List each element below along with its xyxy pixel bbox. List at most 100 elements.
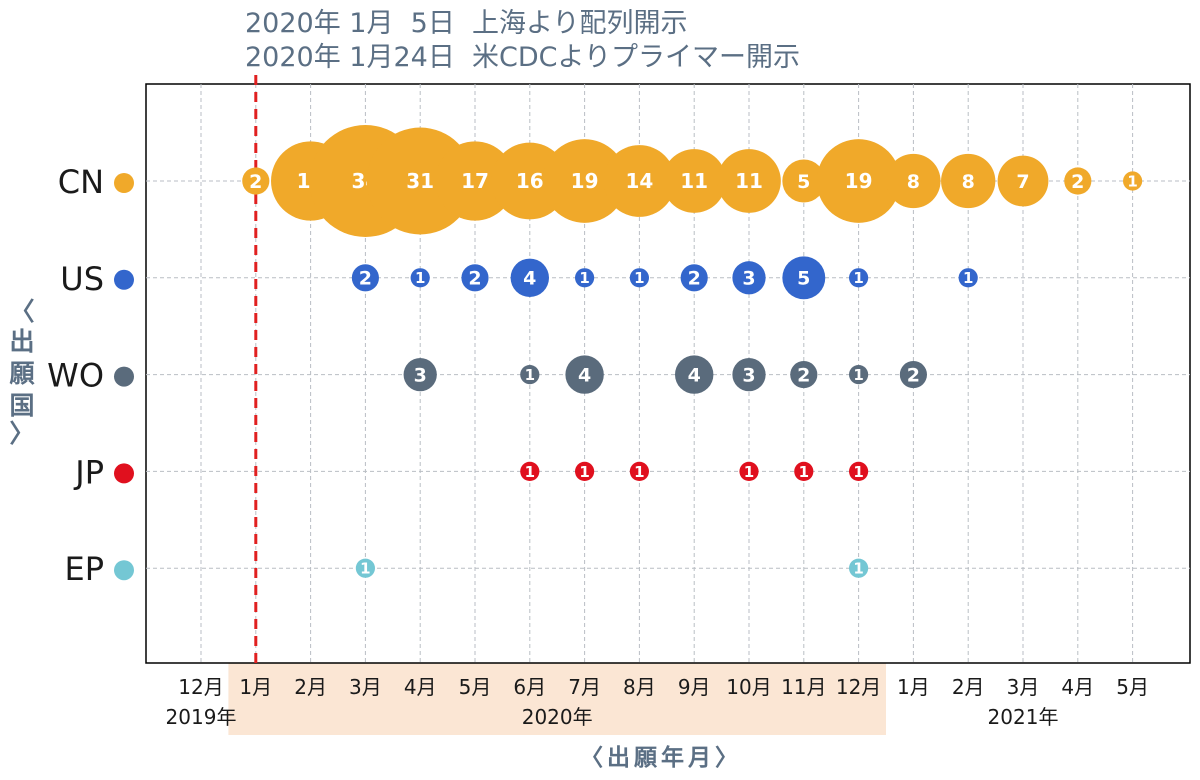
y-axis-label-char-3: 国 — [9, 391, 35, 420]
bubble-value-label: 1 — [579, 463, 589, 481]
bubble-cn — [997, 155, 1049, 207]
bubble-cn — [941, 153, 996, 209]
bubble-cn — [1064, 167, 1092, 195]
bubble-value-label: 4 — [688, 364, 701, 386]
bubble-cn — [435, 141, 515, 221]
row-legend-dot-cn — [114, 173, 134, 193]
x-tick-label: 12月 — [836, 675, 881, 699]
year-label: 2021年 — [988, 705, 1059, 729]
x-tick-label: 4月 — [404, 675, 437, 699]
bubble-value-label: 1 — [634, 463, 644, 481]
bubble-jp — [629, 461, 650, 481]
bubble-us — [351, 264, 379, 292]
y-axis-label-char-2: 願 — [9, 359, 35, 388]
bubble-us — [410, 268, 430, 288]
row-legend-dot-us — [114, 269, 134, 290]
bubble-cn — [603, 145, 676, 217]
bubble-wo — [565, 355, 604, 394]
bubble-us — [629, 268, 650, 288]
x-tick-label: 1月 — [897, 675, 930, 699]
bubble-value-label: 16 — [516, 169, 544, 193]
bubble-ep — [849, 558, 869, 578]
bubble-value-label: 7 — [1016, 171, 1029, 193]
bubble-value-label: 14 — [625, 169, 653, 193]
bubble-value-label: 1 — [853, 366, 863, 384]
year-label: 2020年 — [522, 705, 593, 729]
bubble-jp — [794, 461, 814, 481]
bubble-wo — [675, 355, 714, 394]
bubble-jp — [520, 461, 540, 481]
bubble-value-label: 19 — [845, 169, 873, 193]
bubble-jp — [849, 461, 869, 481]
bubble-cn — [662, 149, 727, 213]
bubble-value-label: 4 — [578, 364, 591, 386]
bubble-wo — [899, 361, 927, 389]
bubble-wo — [790, 361, 818, 389]
x-tick-label: 2月 — [294, 675, 327, 699]
x-tick-label: 6月 — [513, 675, 546, 699]
bubble-value-label: 11 — [735, 169, 763, 193]
row-label-cn: CN — [58, 163, 104, 201]
row-label-ep: EP — [64, 550, 104, 588]
x-tick-label: 7月 — [568, 675, 601, 699]
bubble-cn — [717, 149, 781, 213]
bubble-value-label: 1 — [963, 269, 973, 287]
x-tick-label: 10月 — [726, 675, 771, 699]
x-tick-label: 12月 — [178, 675, 223, 699]
bubble-value-label: 1 — [853, 463, 863, 481]
bubble-value-label: 1 — [579, 269, 589, 287]
bubble-value-label: 8 — [907, 171, 920, 193]
y-axis-label-close-bracket: 〉 — [9, 419, 35, 448]
bubble-value-label: 1 — [853, 560, 863, 578]
year-highlight-band — [228, 663, 886, 735]
x-tick-label: 3月 — [1007, 675, 1040, 699]
bubble-us — [510, 258, 549, 297]
bubble-value-label: 31 — [406, 169, 434, 193]
annotation-line-2: 2020年 1月24日 米CDCよりプライマー開示 — [245, 42, 800, 73]
bubble-value-label: 1 — [853, 269, 863, 287]
annotation-line-1: 2020年 1月 5日 上海より配列開示 — [245, 8, 688, 39]
x-tick-label: 5月 — [1116, 675, 1149, 699]
bubble-us — [782, 256, 826, 300]
x-tick-label: 2月 — [952, 675, 985, 699]
bubble-us — [732, 261, 766, 295]
bubble-us — [680, 264, 708, 292]
bubble-ep — [355, 558, 375, 578]
row-legend-dot-jp — [114, 463, 134, 484]
bubble-jp — [739, 461, 759, 481]
bubble-us — [461, 264, 489, 292]
bubble-value-label: 2 — [797, 364, 810, 386]
plot-frame — [145, 83, 1191, 664]
x-tick-label: 1月 — [239, 675, 272, 699]
x-tick-label: 8月 — [623, 675, 656, 699]
y-axis-label-open-bracket: 〈 — [9, 297, 35, 326]
bubble-value-label: 2 — [688, 268, 701, 290]
x-tick-label: 9月 — [678, 675, 711, 699]
bubble-value-label: 3 — [414, 364, 427, 386]
bubble-cn — [816, 139, 901, 223]
x-tick-label: 5月 — [459, 675, 492, 699]
bubble-jp — [575, 461, 595, 481]
bubble-cn — [782, 159, 826, 203]
bubble-value-label: 3 — [742, 268, 755, 290]
row-label-us: US — [60, 260, 104, 298]
bubble-value-label: 4 — [523, 268, 536, 290]
bubble-cn — [886, 153, 941, 209]
bubble-value-label: 1 — [744, 463, 754, 481]
bubble-cn — [242, 167, 270, 195]
bubble-wo — [849, 365, 869, 385]
x-axis-label: 〈出願年月〉 — [580, 745, 742, 771]
bubble-value-label: 1 — [525, 366, 535, 384]
bubble-wo — [520, 365, 540, 385]
bubble-value-label: 1 — [525, 463, 535, 481]
bubble-value-label: 3 — [742, 364, 755, 386]
x-tick-label: 11月 — [781, 675, 826, 699]
row-label-jp: JP — [73, 453, 104, 491]
bubble-cn — [542, 139, 627, 223]
bubble-value-label: 2 — [1071, 171, 1084, 193]
y-axis-label-char-1: 出 — [9, 327, 35, 356]
row-legend-dot-ep — [114, 560, 134, 581]
bubble-value-label: 19 — [571, 169, 599, 193]
bubble-value-label: 2 — [468, 268, 481, 290]
